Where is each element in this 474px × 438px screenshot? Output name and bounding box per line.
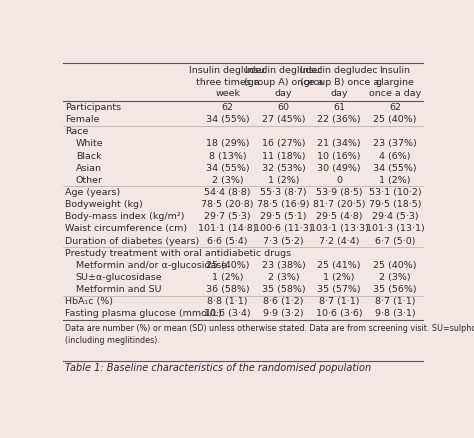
Text: 9·9 (3·2): 9·9 (3·2): [263, 309, 304, 318]
Text: 16 (27%): 16 (27%): [262, 139, 305, 148]
Text: 1 (2%): 1 (2%): [212, 273, 243, 282]
Text: 10·6 (3·6): 10·6 (3·6): [316, 309, 363, 318]
Text: 60: 60: [277, 103, 290, 112]
Text: SU±α-glucosidase: SU±α-glucosidase: [76, 273, 163, 282]
Text: 8·7 (1·1): 8·7 (1·1): [375, 297, 415, 306]
Text: 8·6 (1·2): 8·6 (1·2): [263, 297, 304, 306]
Text: 78·5 (20·8): 78·5 (20·8): [201, 200, 254, 209]
Text: Black: Black: [76, 152, 101, 161]
Text: Race: Race: [65, 127, 88, 136]
Text: 61: 61: [333, 103, 345, 112]
Text: 35 (58%): 35 (58%): [262, 285, 305, 294]
Text: Duration of diabetes (years): Duration of diabetes (years): [65, 237, 199, 246]
Text: 23 (38%): 23 (38%): [262, 261, 305, 270]
Text: 1 (2%): 1 (2%): [268, 176, 299, 185]
Text: 30 (49%): 30 (49%): [318, 164, 361, 173]
Text: 55·3 (8·7): 55·3 (8·7): [260, 188, 307, 197]
Text: 29·4 (5·3): 29·4 (5·3): [372, 212, 419, 221]
Text: Data are number (%) or mean (SD) unless otherwise stated. Data are from screenin: Data are number (%) or mean (SD) unless …: [65, 324, 474, 345]
Text: 10 (16%): 10 (16%): [318, 152, 361, 161]
Text: Prestudy treatment with oral antidiabetic drugs: Prestudy treatment with oral antidiabeti…: [65, 249, 291, 258]
Text: 0: 0: [336, 176, 342, 185]
Text: HbA₁c (%): HbA₁c (%): [65, 297, 113, 306]
Text: Body-mass index (kg/m²): Body-mass index (kg/m²): [65, 212, 184, 221]
Text: 62: 62: [222, 103, 234, 112]
Text: 81·7 (20·5): 81·7 (20·5): [313, 200, 365, 209]
Text: 34 (55%): 34 (55%): [373, 164, 417, 173]
Text: 8 (13%): 8 (13%): [209, 152, 246, 161]
Text: 8·7 (1·1): 8·7 (1·1): [319, 297, 359, 306]
Text: 29·7 (5·3): 29·7 (5·3): [204, 212, 251, 221]
Text: 25 (40%): 25 (40%): [206, 261, 249, 270]
Text: 18 (29%): 18 (29%): [206, 139, 249, 148]
Text: Asian: Asian: [76, 164, 102, 173]
Text: 79·5 (18·5): 79·5 (18·5): [369, 200, 421, 209]
Text: 62: 62: [389, 103, 401, 112]
Text: 11 (18%): 11 (18%): [262, 152, 305, 161]
Text: 2 (3%): 2 (3%): [379, 273, 411, 282]
Text: 22 (36%): 22 (36%): [318, 115, 361, 124]
Text: 29·5 (5·1): 29·5 (5·1): [260, 212, 307, 221]
Text: 53·1 (10·2): 53·1 (10·2): [369, 188, 421, 197]
Text: Metformin and/or α-glucosidase: Metformin and/or α-glucosidase: [76, 261, 227, 270]
Text: 1 (2%): 1 (2%): [379, 176, 411, 185]
Text: 6·6 (5·4): 6·6 (5·4): [207, 237, 248, 246]
Text: 101·1 (14·8): 101·1 (14·8): [199, 224, 257, 233]
Text: Bodyweight (kg): Bodyweight (kg): [65, 200, 143, 209]
Text: Insulin degludec
(group B) once a
day: Insulin degludec (group B) once a day: [300, 67, 379, 98]
Text: 103·1 (13·3): 103·1 (13·3): [310, 224, 369, 233]
Text: Table 1: Baseline characteristics of the randomised population: Table 1: Baseline characteristics of the…: [65, 363, 371, 373]
Text: 6·7 (5·0): 6·7 (5·0): [375, 237, 415, 246]
Text: 21 (34%): 21 (34%): [318, 139, 361, 148]
Text: Waist circumference (cm): Waist circumference (cm): [65, 224, 187, 233]
Text: 23 (37%): 23 (37%): [373, 139, 417, 148]
Text: 29·5 (4·8): 29·5 (4·8): [316, 212, 363, 221]
Text: 35 (57%): 35 (57%): [318, 285, 361, 294]
Text: 32 (53%): 32 (53%): [262, 164, 305, 173]
Text: Female: Female: [65, 115, 99, 124]
Text: 8·8 (1·1): 8·8 (1·1): [207, 297, 248, 306]
Text: Insulin degludec
three times a
week: Insulin degludec three times a week: [189, 67, 266, 98]
Text: 25 (40%): 25 (40%): [374, 115, 417, 124]
Text: Age (years): Age (years): [65, 188, 120, 197]
Text: Other: Other: [76, 176, 103, 185]
Text: Insulin degludec
(group A) once a
day: Insulin degludec (group A) once a day: [244, 67, 323, 98]
Text: 78·5 (16·9): 78·5 (16·9): [257, 200, 310, 209]
Text: 1 (2%): 1 (2%): [323, 273, 355, 282]
Text: 25 (41%): 25 (41%): [318, 261, 361, 270]
Text: Participants: Participants: [65, 103, 121, 112]
Text: 9·8 (3·1): 9·8 (3·1): [375, 309, 415, 318]
Text: 34 (55%): 34 (55%): [206, 115, 249, 124]
Text: Metformin and SU: Metformin and SU: [76, 285, 161, 294]
Text: 10·6 (3·4): 10·6 (3·4): [204, 309, 251, 318]
Text: White: White: [76, 139, 103, 148]
Text: 35 (56%): 35 (56%): [373, 285, 417, 294]
Text: 36 (58%): 36 (58%): [206, 285, 249, 294]
Text: 7·2 (4·4): 7·2 (4·4): [319, 237, 359, 246]
Text: 100·6 (11·3): 100·6 (11·3): [254, 224, 313, 233]
Text: 25 (40%): 25 (40%): [374, 261, 417, 270]
Text: 4 (6%): 4 (6%): [379, 152, 411, 161]
Text: 2 (3%): 2 (3%): [212, 176, 244, 185]
Text: 2 (3%): 2 (3%): [268, 273, 299, 282]
Text: 53·9 (8·5): 53·9 (8·5): [316, 188, 363, 197]
Text: Insulin
glargine
once a day: Insulin glargine once a day: [369, 67, 421, 98]
Text: 27 (45%): 27 (45%): [262, 115, 305, 124]
Text: 101·3 (13·1): 101·3 (13·1): [365, 224, 424, 233]
Text: 7·3 (5·2): 7·3 (5·2): [263, 237, 304, 246]
Text: 54·4 (8·8): 54·4 (8·8): [204, 188, 251, 197]
Text: Fasting plasma glucose (mmol/L): Fasting plasma glucose (mmol/L): [65, 309, 221, 318]
Text: 34 (55%): 34 (55%): [206, 164, 249, 173]
